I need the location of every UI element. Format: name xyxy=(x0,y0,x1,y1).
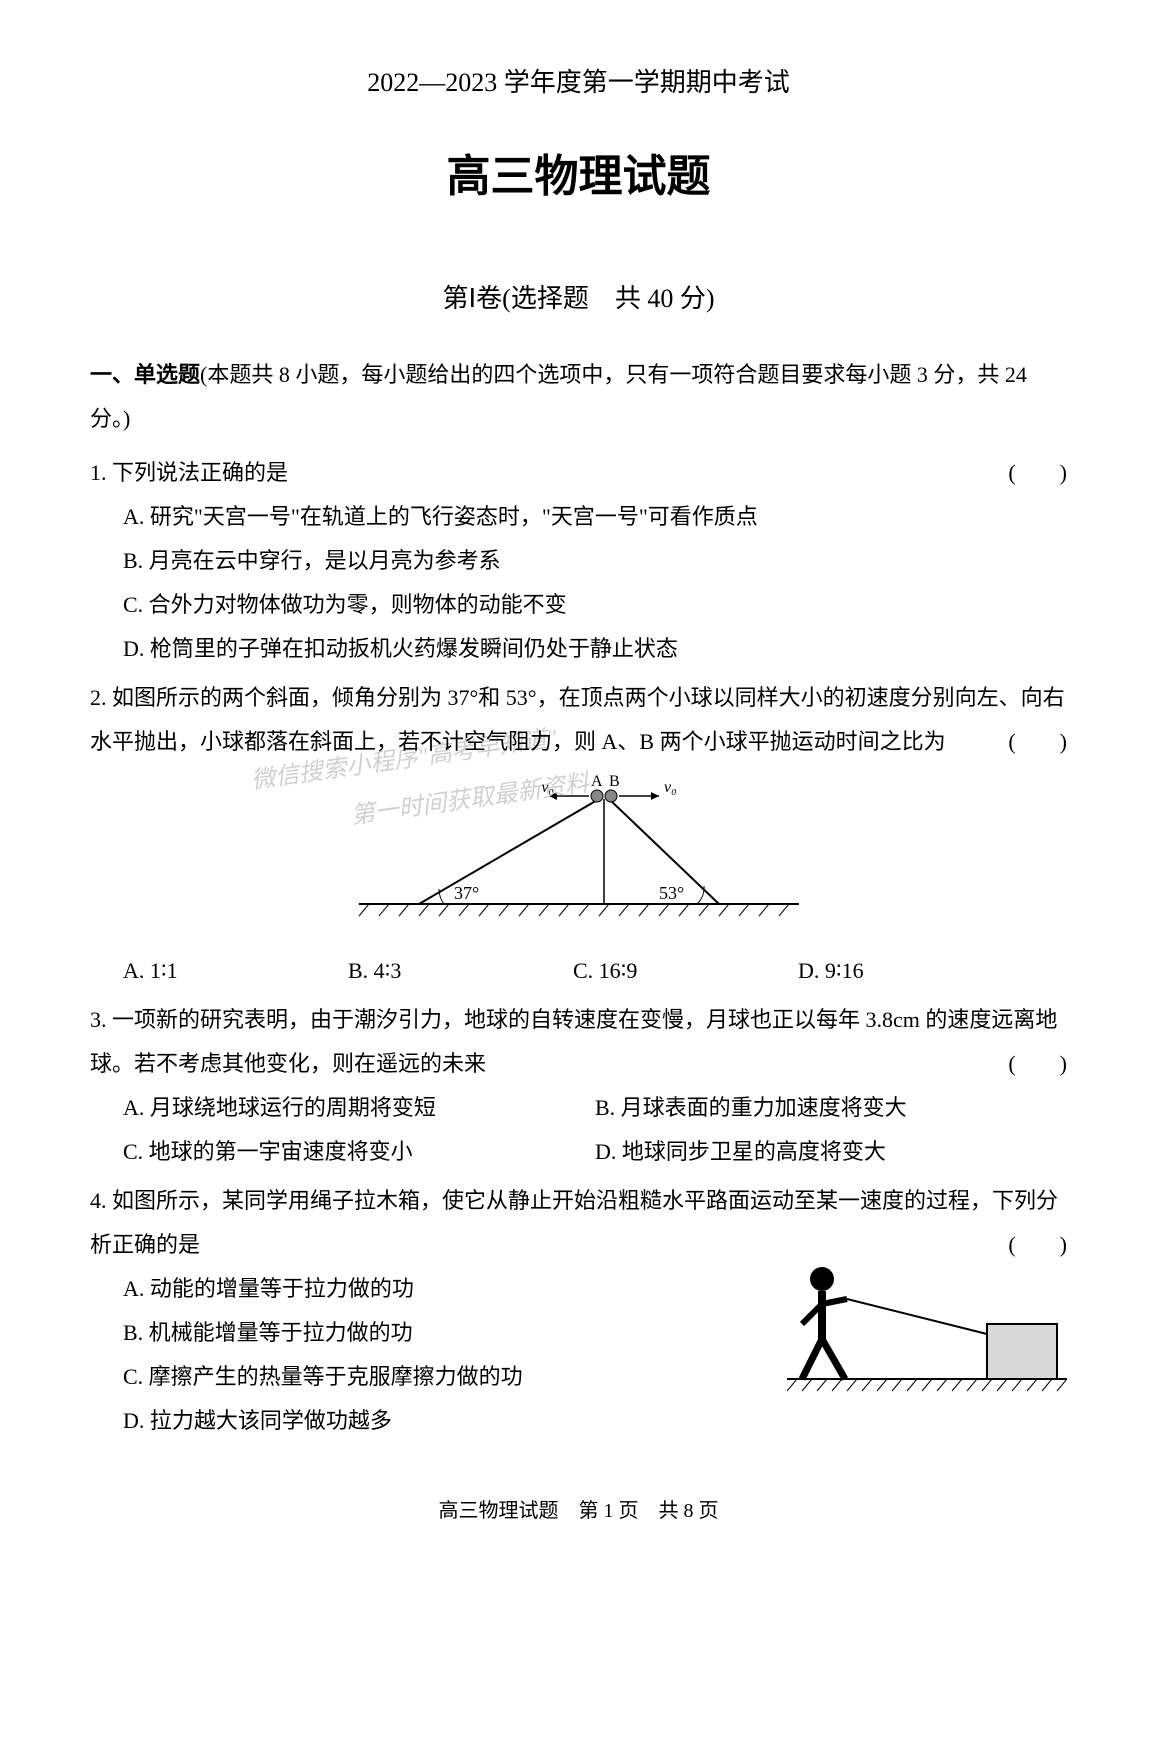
q4-figure xyxy=(787,1249,1067,1414)
q3-opts-row2: C. 地球的第一宇宙速度将变小 D. 地球同步卫星的高度将变大 xyxy=(90,1130,1067,1174)
footer: 高三物理试题 第 1 页 共 8 页 xyxy=(90,1493,1067,1529)
main-title: 高三物理试题 xyxy=(90,137,1067,216)
q2-angle-37: 37° xyxy=(454,883,479,903)
q2-label-v0l: v₀ xyxy=(541,779,554,796)
q3-stem: 3. 一项新的研究表明，由于潮汐引力，地球的自转速度在变慢，月球也正以每年 3.… xyxy=(90,1007,1057,1076)
intro-bold: 一、单选题 xyxy=(90,362,200,387)
q2-opt-a: A. 1∶1 xyxy=(123,949,348,993)
question-4: 4. 如图所示，某同学用绳子拉木箱，使它从静止开始沿粗糙水平路面运动至某一速度的… xyxy=(90,1179,1067,1443)
part-title: 第Ⅰ卷(选择题 共 40 分) xyxy=(90,276,1067,323)
q2-label-b: B xyxy=(609,774,620,790)
q2-stem: 2. 如图所示的两个斜面，倾角分别为 37°和 53°，在顶点两个小球以同样大小… xyxy=(90,685,1065,754)
q4-stem: 4. 如图所示，某同学用绳子拉木箱，使它从静止开始沿粗糙水平路面运动至某一速度的… xyxy=(90,1188,1058,1257)
intro-rest: (本题共 8 小题，每小题给出的四个选项中，只有一项符合题目要求每小题 3 分，… xyxy=(90,362,1027,431)
q1-opt-a: A. 研究"天宫一号"在轨道上的飞行姿态时，"天宫一号"可看作质点 xyxy=(90,495,1067,539)
question-1: 1. 下列说法正确的是 ( ) A. 研究"天宫一号"在轨道上的飞行姿态时，"天… xyxy=(90,451,1067,671)
q3-opt-b: B. 月球表面的重力加速度将变大 xyxy=(595,1086,1067,1130)
q2-diagram-svg: A B v₀ v₀ 37° 53° xyxy=(339,774,819,924)
q1-opt-d: D. 枪筒里的子弹在扣动扳机火药爆发瞬间仍处于静止状态 xyxy=(90,627,1067,671)
section-intro: 一、单选题(本题共 8 小题，每小题给出的四个选项中，只有一项符合题目要求每小题… xyxy=(90,353,1067,441)
q2-angle-53: 53° xyxy=(659,883,684,903)
question-2: 微信搜索小程序"高考早知道" 第一时间获取最新资料 2. 如图所示的两个斜面，倾… xyxy=(90,676,1067,993)
q2-figure: A B v₀ v₀ 37° 53° xyxy=(90,774,1067,939)
q1-stem: 1. 下列说法正确的是 xyxy=(90,451,288,495)
q2-opt-c: C. 16∶9 xyxy=(573,949,798,993)
page-container: 2022—2023 学年度第一学期期中考试 高三物理试题 第Ⅰ卷(选择题 共 4… xyxy=(90,60,1067,1529)
q1-opt-c: C. 合外力对物体做功为零，则物体的动能不变 xyxy=(90,583,1067,627)
q1-opt-b: B. 月亮在云中穿行，是以月亮为参考系 xyxy=(90,539,1067,583)
q3-opt-a: A. 月球绕地球运行的周期将变短 xyxy=(123,1086,595,1130)
q4-diagram-svg xyxy=(787,1249,1067,1399)
q3-paren: ( ) xyxy=(1008,1042,1067,1086)
q2-paren: ( ) xyxy=(1008,720,1067,764)
q3-opt-c: C. 地球的第一宇宙速度将变小 xyxy=(123,1130,595,1174)
q2-label-v0r: v₀ xyxy=(664,779,677,796)
q1-stem-row: 1. 下列说法正确的是 ( ) xyxy=(90,451,1067,495)
q3-stem-row: 3. 一项新的研究表明，由于潮汐引力，地球的自转速度在变慢，月球也正以每年 3.… xyxy=(90,998,1067,1086)
q2-opt-b: B. 4∶3 xyxy=(348,949,573,993)
question-3: 3. 一项新的研究表明，由于潮汐引力，地球的自转速度在变慢，月球也正以每年 3.… xyxy=(90,998,1067,1174)
q2-opt-d: D. 9∶16 xyxy=(798,949,1023,993)
q3-opts-row1: A. 月球绕地球运行的周期将变短 B. 月球表面的重力加速度将变大 xyxy=(90,1086,1067,1130)
q3-opt-d: D. 地球同步卫星的高度将变大 xyxy=(595,1130,1067,1174)
header-line: 2022—2023 学年度第一学期期中考试 xyxy=(90,60,1067,107)
q2-label-a: A xyxy=(591,774,603,790)
q1-paren: ( ) xyxy=(1008,451,1067,495)
q2-stem-row: 2. 如图所示的两个斜面，倾角分别为 37°和 53°，在顶点两个小球以同样大小… xyxy=(90,676,1067,764)
q2-options: A. 1∶1 B. 4∶3 C. 16∶9 D. 9∶16 xyxy=(90,949,1067,993)
